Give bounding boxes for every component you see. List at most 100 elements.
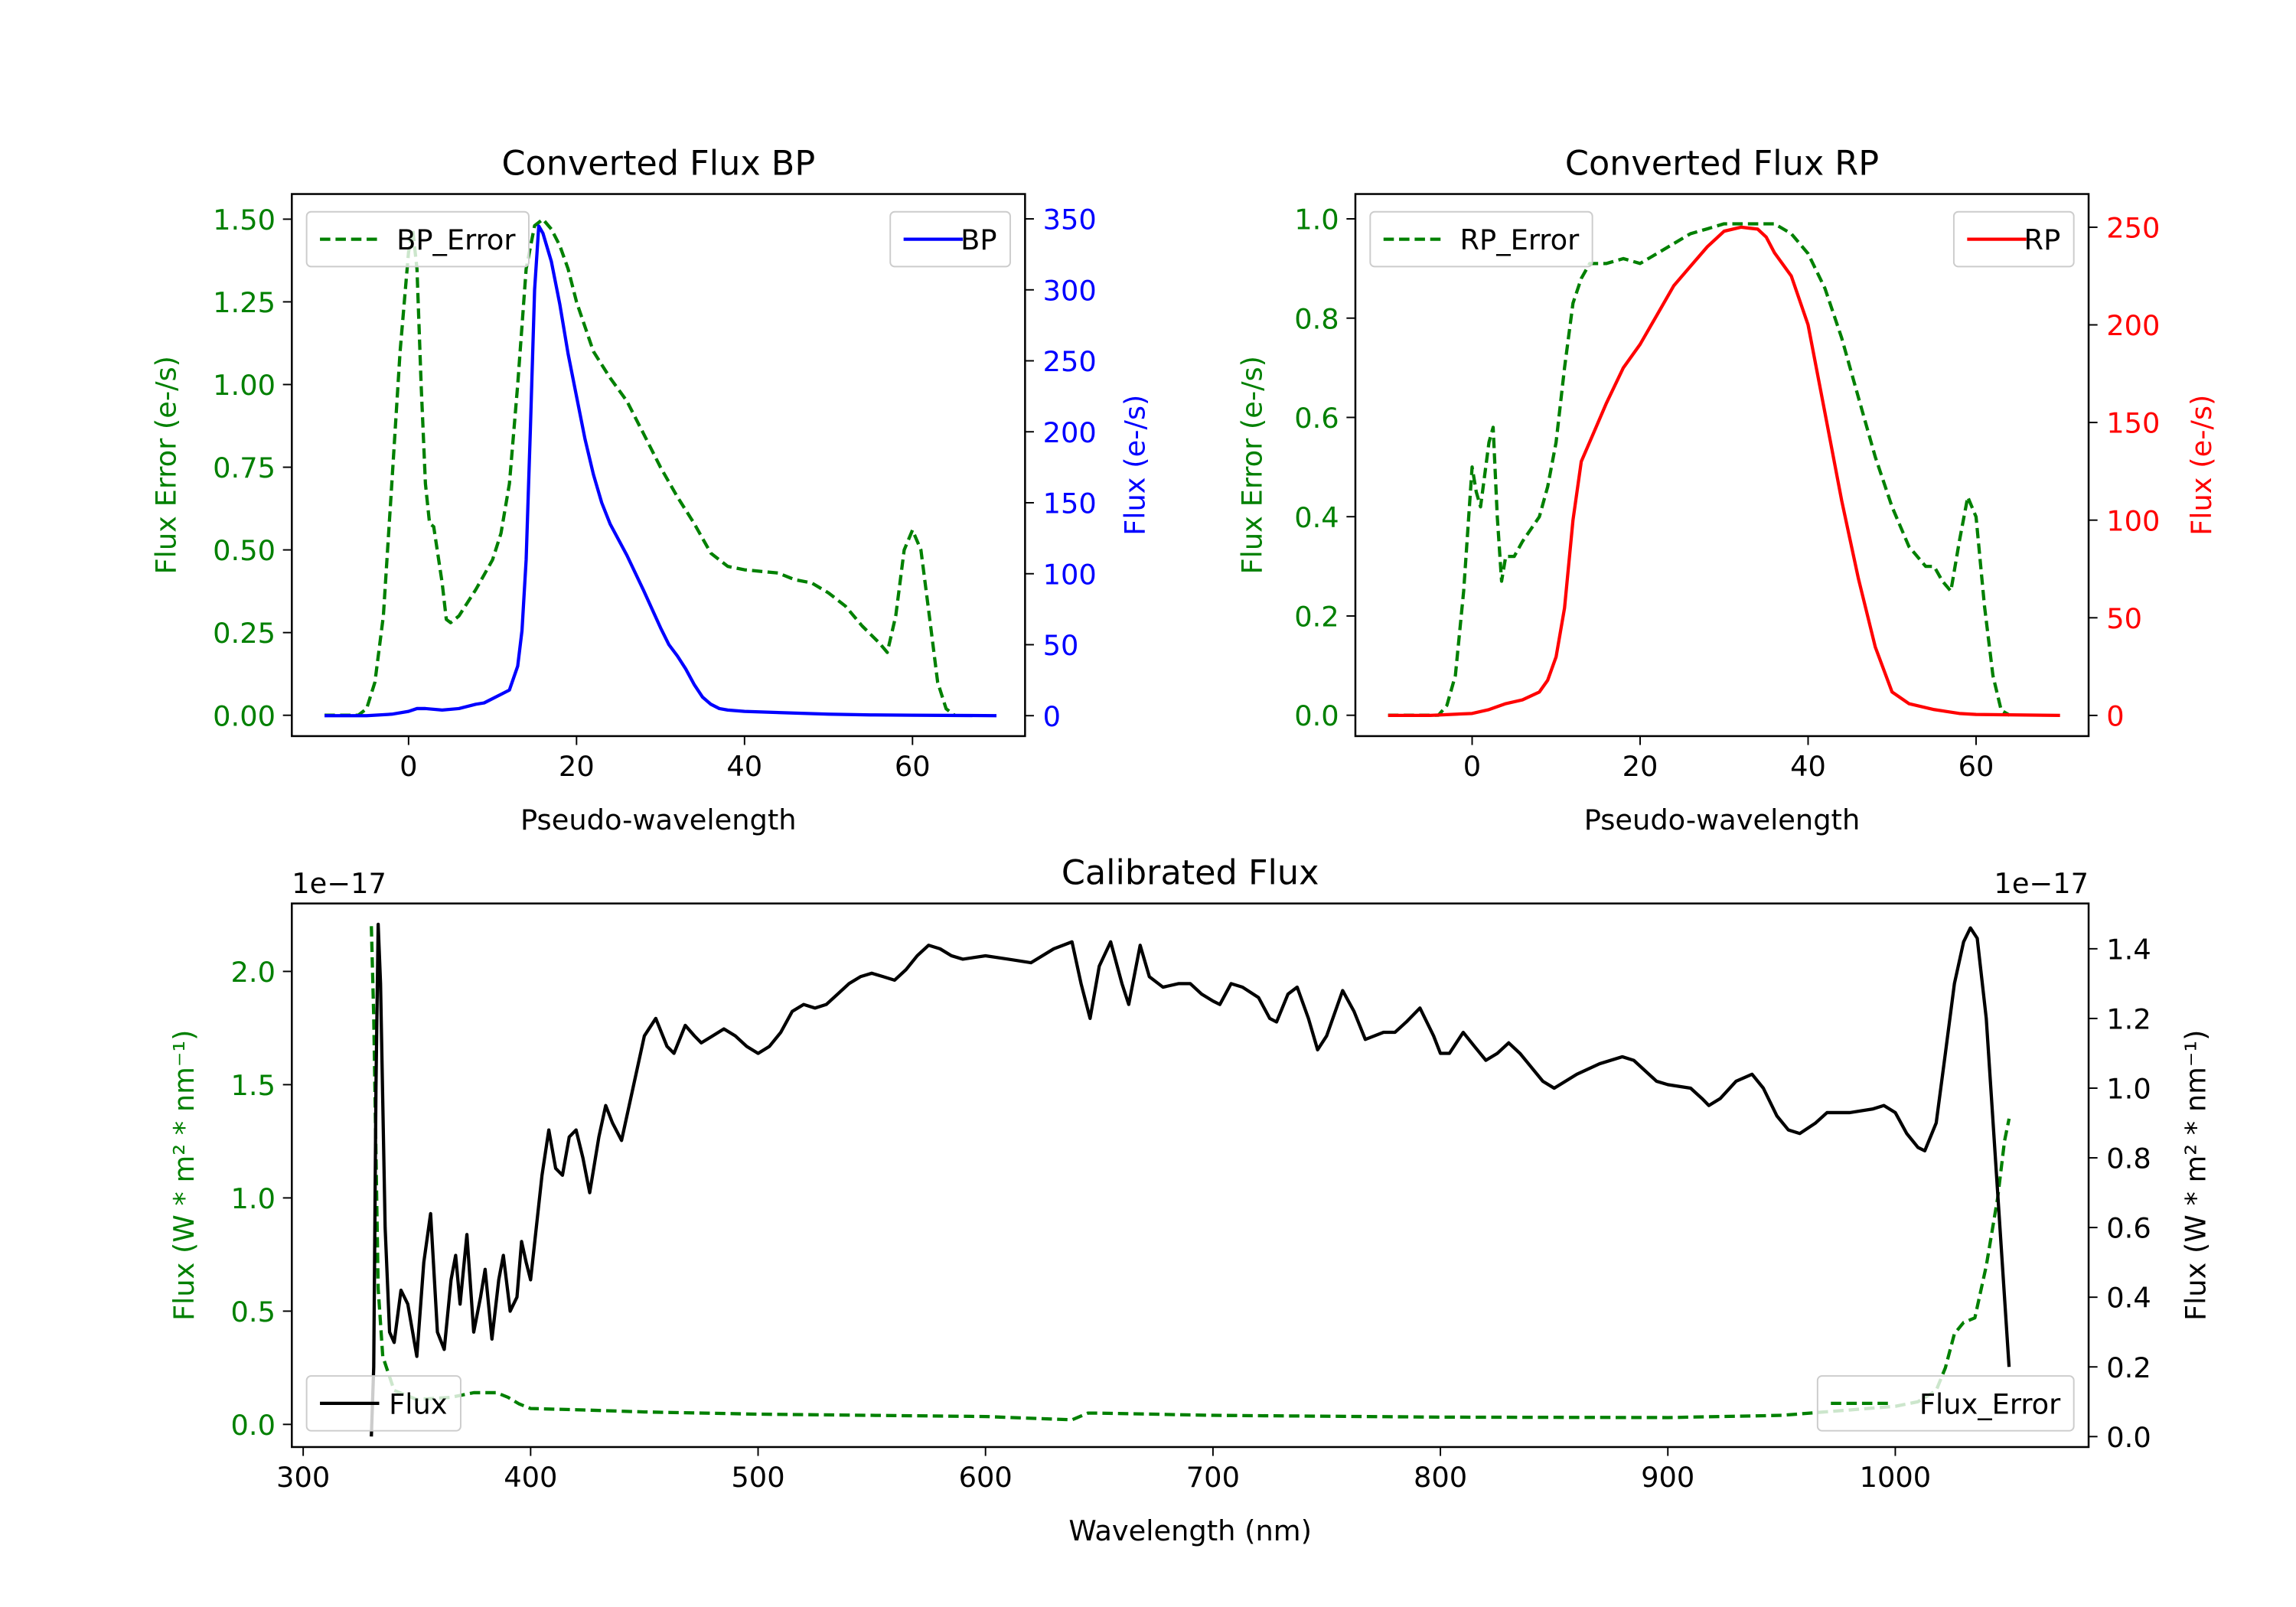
series-line-bp xyxy=(325,224,997,718)
legend-label: RP_Error xyxy=(1460,223,1580,256)
y-left-tick-label: 1.5 xyxy=(231,1069,276,1102)
y-right-tick-label: 1.0 xyxy=(2106,1073,2151,1106)
chart-title: Converted Flux BP xyxy=(501,144,815,183)
x-axis-label: Wavelength (nm) xyxy=(1068,1514,1312,1547)
y-right-axis-label: Flux (e-/s) xyxy=(2185,395,2218,536)
legend-box xyxy=(1369,210,1593,268)
chart-panel-1: 0 20 40 60 0.00 0.25 0.50 0.75 1.00 1.25 1.50 0 50 10… xyxy=(150,144,1152,836)
y-right-tick-label: 250 xyxy=(2106,211,2160,244)
x-tick-label: 400 xyxy=(504,1461,557,1494)
y-left-tick-label: 0.4 xyxy=(1294,501,1339,534)
series-group xyxy=(325,217,997,718)
chart-panel-3: 300 400 500 600 700 800 900 1000 0.0 0.5 1.0 1.5 2.0… xyxy=(168,853,2212,1547)
legend-box xyxy=(305,1375,461,1432)
y-left-offset-label: 1e−17 xyxy=(292,867,386,900)
legend-box xyxy=(305,210,530,268)
y-right-tick-label: 0.6 xyxy=(2106,1212,2151,1245)
y-right-tick-label: 200 xyxy=(1043,416,1097,449)
x-tick-label: 600 xyxy=(959,1461,1013,1494)
y-right-tick-label: 1.2 xyxy=(2106,1002,2151,1035)
x-axis-label: Pseudo-wavelength xyxy=(520,804,797,836)
y-left-tick-label: 1.00 xyxy=(213,369,276,402)
x-tick-label: 60 xyxy=(895,750,931,783)
y-left-axis-label: Flux Error (e-/s) xyxy=(150,356,183,575)
chart-title: Calibrated Flux xyxy=(1062,853,1319,892)
y-right-tick-label: 1.4 xyxy=(2106,933,2151,966)
y-right-tick-label: 100 xyxy=(1043,558,1097,591)
y-right-axis-label: Flux (e-/s) xyxy=(1118,395,1151,536)
legend-label: Flux_Error xyxy=(1919,1387,2061,1420)
y-right-tick-label: 300 xyxy=(1043,274,1097,307)
y-left-tick-label: 1.0 xyxy=(231,1182,276,1215)
x-tick-label: 500 xyxy=(731,1461,784,1494)
series-group xyxy=(1388,222,2060,717)
axes-frame xyxy=(1354,193,2090,738)
legend-bp: BP xyxy=(889,210,1011,268)
y-right-tick-label: 150 xyxy=(2106,407,2160,440)
y-right-tick-label: 0 xyxy=(1043,700,1061,733)
x-tick-label: 40 xyxy=(726,750,762,783)
x-tick-label: 700 xyxy=(1186,1461,1240,1494)
x-tick-label: 1000 xyxy=(1860,1461,1932,1494)
y-left-tick-label: 1.25 xyxy=(213,286,276,319)
x-tick-label: 0 xyxy=(1463,750,1481,783)
legend-label: BP_Error xyxy=(396,223,516,256)
y-right-tick-label: 350 xyxy=(1043,204,1097,236)
y-left-tick-label: 0.2 xyxy=(1294,600,1339,633)
legend-flux-error: Flux_Error xyxy=(1816,1375,2075,1432)
y-left-tick-label: 0.25 xyxy=(213,617,276,650)
y-left-tick-label: 0.0 xyxy=(1294,699,1339,732)
y-right-axis-label: Flux (W * m² * nm⁻¹) xyxy=(2179,1030,2212,1321)
chart-panel-2: 0 20 40 60 0.0 0.2 0.4 0.6 0.8 1.0 0 50 100 150 200 250… xyxy=(1235,144,2218,836)
series-line-flux xyxy=(370,922,2011,1437)
y-left-tick-label: 0.00 xyxy=(213,699,276,732)
legend-box xyxy=(1816,1375,2075,1432)
axes-frame xyxy=(291,902,2090,1449)
series-line-rp xyxy=(1388,225,2060,717)
y-right-tick-label: 0 xyxy=(2106,699,2124,732)
x-tick-label: 20 xyxy=(559,750,595,783)
series-line-rp-error xyxy=(1388,222,2011,717)
y-left-tick-label: 2.0 xyxy=(231,956,276,989)
y-right-tick-label: 0.0 xyxy=(2106,1421,2151,1454)
x-tick-label: 800 xyxy=(1414,1461,1467,1494)
y-right-tick-label: 250 xyxy=(1043,345,1097,378)
y-left-tick-label: 0.6 xyxy=(1294,402,1339,435)
y-left-tick-label: 1.50 xyxy=(213,204,276,236)
series-line-bp-error xyxy=(325,217,956,717)
legend-flux: Flux xyxy=(305,1375,461,1432)
y-left-tick-label: 0.0 xyxy=(231,1409,276,1442)
y-right-tick-label: 100 xyxy=(2106,504,2160,537)
panels: 0 20 40 600.000.250.500.751.001.251.5005010… xyxy=(150,144,2218,1547)
y-left-tick-label: 1.0 xyxy=(1294,204,1339,236)
y-left-axis-label: Flux Error (e-/s) xyxy=(1235,356,1268,575)
y-right-offset-label: 1e−17 xyxy=(1994,867,2089,900)
y-left-axis-label: Flux (W * m² * nm⁻¹) xyxy=(168,1030,201,1321)
legend-label: BP xyxy=(960,223,996,256)
y-left-tick-label: 0.5 xyxy=(231,1296,276,1328)
y-right-tick-label: 200 xyxy=(2106,309,2160,342)
x-tick-label: 300 xyxy=(276,1461,330,1494)
x-axis-label: Pseudo-wavelength xyxy=(1584,804,1861,836)
y-right-tick-label: 150 xyxy=(1043,487,1097,520)
axes-frame xyxy=(291,193,1026,738)
legend-label: RP xyxy=(2024,223,2061,256)
x-tick-label: 20 xyxy=(1623,750,1658,783)
x-tick-label: 0 xyxy=(400,750,417,783)
y-right-tick-label: 50 xyxy=(2106,602,2142,635)
legend-rp: RP xyxy=(1952,210,2075,268)
legend-rp-error: RP_Error xyxy=(1369,210,1593,268)
x-tick-label: 60 xyxy=(1958,750,1994,783)
y-left-tick-label: 0.8 xyxy=(1294,302,1339,335)
y-right-tick-label: 0.2 xyxy=(2106,1351,2151,1384)
y-right-tick-label: 0.4 xyxy=(2106,1282,2151,1315)
legend-bp-error: BP_Error xyxy=(305,210,530,268)
legend-label: Flux xyxy=(389,1387,447,1420)
y-right-tick-label: 50 xyxy=(1043,629,1079,662)
x-tick-label: 40 xyxy=(1790,750,1826,783)
chart-title: Converted Flux RP xyxy=(1565,144,1879,183)
x-tick-label: 900 xyxy=(1641,1461,1694,1494)
y-left-tick-label: 0.75 xyxy=(213,451,276,484)
y-right-tick-label: 0.8 xyxy=(2106,1143,2151,1175)
